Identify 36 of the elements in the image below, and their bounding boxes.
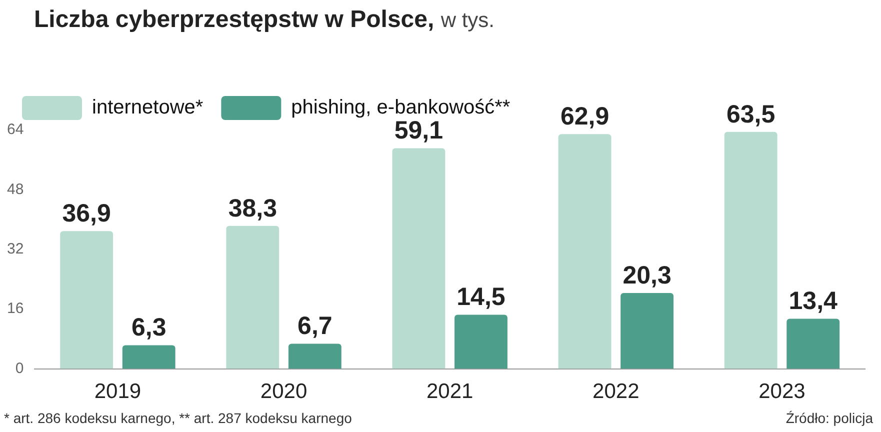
data-label: 38,3 <box>228 194 277 222</box>
data-label: 14,5 <box>456 283 506 312</box>
chart-subtitle: w tys. <box>440 9 494 32</box>
data-label: 36,9 <box>62 200 111 228</box>
x-tick-label: 2020 <box>260 380 308 404</box>
x-tick-label: 2021 <box>426 380 474 404</box>
bar <box>558 134 612 369</box>
bar <box>226 226 280 369</box>
legend-label: internetowe* <box>92 96 204 119</box>
y-tick-label: 48 <box>6 180 24 198</box>
x-tick-label: 2023 <box>758 380 806 404</box>
chart-title: Liczba cyberprzestępstw w Polsce, <box>34 6 434 33</box>
data-label: 63,5 <box>726 100 776 128</box>
y-tick-label: 16 <box>6 300 24 318</box>
y-tick-label: 0 <box>15 360 24 377</box>
text: * art. 286 kodeksu karnego, ** art. 287 kodeksu karnego <box>4 410 352 426</box>
x-tick-label: 2022 <box>592 380 640 404</box>
y-tick-label: 64 <box>6 121 24 138</box>
text: Źródło: policja <box>786 410 873 426</box>
data-label: 6,7 <box>298 312 332 340</box>
data-label: 59,1 <box>394 116 444 145</box>
legend-label: phishing, e-bankowość** <box>291 96 510 119</box>
bar <box>392 148 446 369</box>
bar <box>620 293 674 369</box>
bar <box>60 231 114 369</box>
bar <box>724 132 778 369</box>
bar <box>122 345 176 369</box>
data-label: 6,3 <box>131 314 166 342</box>
data-label: 13,4 <box>788 287 838 316</box>
bar <box>288 344 342 369</box>
bar <box>454 314 508 369</box>
y-tick-label: 32 <box>6 240 24 258</box>
data-label: 20,3 <box>622 261 672 290</box>
data-label: 62,9 <box>560 102 610 130</box>
bar <box>786 318 840 369</box>
x-tick-label: 2019 <box>94 380 142 404</box>
